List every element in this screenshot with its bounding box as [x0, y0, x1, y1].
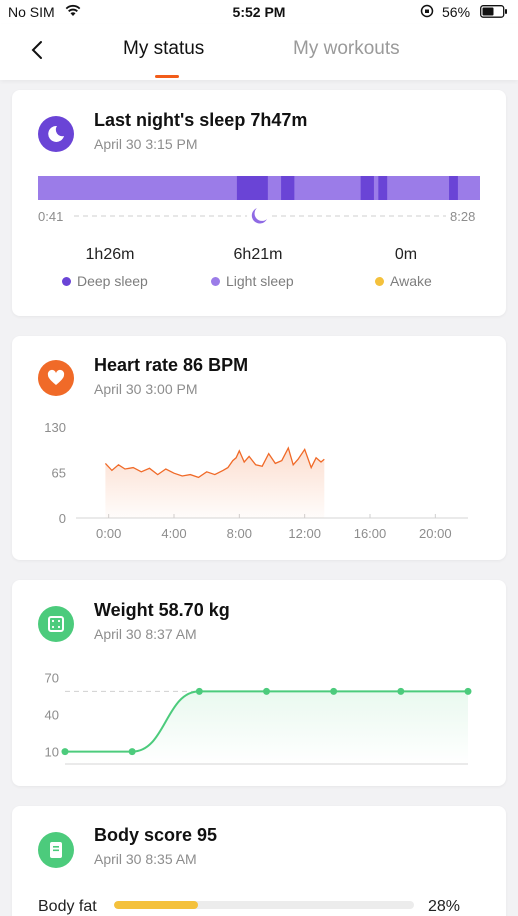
timeline-moon-icon: [251, 208, 267, 224]
legend-light-sleep: Light sleep: [211, 273, 294, 289]
back-arrow-icon[interactable]: [26, 38, 50, 62]
sleep-date: April 30 3:15 PM: [94, 136, 198, 152]
hr-x-tick-label: 12:00: [288, 526, 321, 541]
awake-value: 0m: [394, 246, 418, 263]
sleep-start-time: 0:41: [38, 209, 64, 224]
active-tab-indicator: [155, 75, 179, 78]
deep-sleep-segment: [378, 176, 388, 200]
weight-area: [65, 691, 468, 764]
heart-rate-chart: 0:00 4:00 8:00 12:00 16:00 20:00 130 65 0: [44, 420, 468, 541]
hr-x-tick-label: 8:00: [227, 526, 252, 541]
hr-y-tick-label: 65: [52, 466, 66, 481]
tab-my-workouts[interactable]: My workouts: [293, 38, 400, 59]
wifi-icon: [65, 4, 81, 16]
hr-x-tick-label: 4:00: [161, 526, 186, 541]
tab-my-status[interactable]: My status: [123, 38, 205, 59]
moon-icon: z: [38, 116, 74, 152]
timeline-marker-bg: [247, 204, 271, 228]
deep-sleep-segment: [281, 176, 295, 200]
weight-y-tick-label: 10: [45, 745, 59, 760]
sleep-stage-chart: [38, 176, 480, 228]
light-sleep-value: 6h21m: [233, 246, 283, 263]
deep-sleep-segment: [449, 176, 458, 200]
weight-date: April 30 8:37 AM: [94, 626, 197, 642]
deep-sleep-segment: [360, 176, 374, 200]
sleep-end-time: 8:28: [450, 209, 476, 224]
sleep-title: Last night's sleep 7h47m: [94, 110, 308, 130]
hr-line: [104, 446, 325, 479]
weight-point: [397, 687, 405, 695]
heart-rate-title: Heart rate 86 BPM: [94, 355, 249, 375]
weight-chart: 70 40 10: [45, 670, 472, 765]
weight-y-tick-label: 70: [45, 670, 59, 685]
document-icon: [38, 832, 74, 868]
battery-percent: 56%: [442, 4, 471, 20]
svg-text:z: z: [58, 128, 61, 134]
weight-point: [128, 748, 136, 756]
legend-awake: Awake: [375, 273, 432, 289]
hr-x-tick-label: 16:00: [354, 526, 387, 541]
hr-area: [105, 448, 325, 518]
status-bar: No SIM 5:52 PM 56%: [0, 0, 518, 24]
carrier-label: No SIM: [8, 4, 55, 20]
body-score-date: April 30 8:35 AM: [94, 851, 197, 867]
hr-x-tick-label: 20:00: [419, 526, 452, 541]
battery-icon: [480, 5, 507, 18]
hr-y-tick-label: 130: [44, 420, 66, 435]
deep-sleep-value: 1h26m: [85, 246, 135, 263]
hr-y-tick-label: 0: [59, 511, 66, 526]
heart-icon: [38, 360, 74, 396]
legend-deep-sleep: Deep sleep: [62, 273, 148, 289]
body-score-card[interactable]: Body score 95 April 30 8:35 AM Body fat …: [12, 806, 506, 916]
weight-point: [263, 687, 270, 695]
weight-title: Weight 58.70 kg: [94, 600, 230, 620]
weight-point: [195, 687, 203, 695]
clock: 5:52 PM: [232, 4, 286, 20]
body-fat-value: 28%: [428, 898, 461, 915]
weight-card[interactable]: Weight 58.70 kg April 30 8:37 AM 70 40 10: [12, 580, 506, 786]
rotation-lock-icon: [420, 4, 434, 18]
heart-rate-card[interactable]: Heart rate 86 BPM April 30 3:00 PM 0:00 4…: [12, 336, 506, 560]
heart-rate-date: April 30 3:00 PM: [94, 381, 198, 397]
body-fat-bar-track: [114, 901, 414, 909]
top-nav: My status My workouts: [0, 24, 518, 80]
deep-sleep-segment: [236, 176, 268, 200]
body-score-title: Body score 95: [94, 825, 218, 845]
body-fat-label: Body fat: [38, 898, 97, 915]
weight-y-tick-label: 40: [45, 708, 59, 723]
weight-point: [464, 687, 472, 695]
hr-x-tick-label: 0:00: [96, 526, 121, 541]
weight-point: [61, 748, 69, 756]
scale-icon: [38, 606, 74, 642]
body-fat-bar-fill: [114, 901, 198, 909]
weight-point: [330, 687, 338, 695]
sleep-card[interactable]: z Last night's sleep 7h47m April 30 3:15…: [12, 90, 506, 316]
